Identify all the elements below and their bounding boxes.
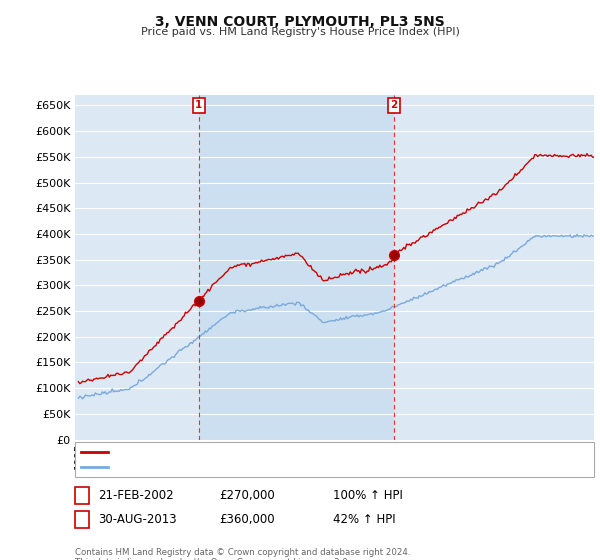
- Text: £270,000: £270,000: [219, 489, 275, 502]
- Text: 3, VENN COURT, PLYMOUTH, PL3 5NS (detached house): 3, VENN COURT, PLYMOUTH, PL3 5NS (detach…: [112, 447, 400, 457]
- Text: 2: 2: [391, 100, 398, 110]
- Text: Contains HM Land Registry data © Crown copyright and database right 2024.
This d: Contains HM Land Registry data © Crown c…: [75, 548, 410, 560]
- Text: 42% ↑ HPI: 42% ↑ HPI: [333, 512, 395, 526]
- Bar: [199, 95, 394, 440]
- Text: £360,000: £360,000: [219, 512, 275, 526]
- Text: 3, VENN COURT, PLYMOUTH, PL3 5NS: 3, VENN COURT, PLYMOUTH, PL3 5NS: [155, 15, 445, 29]
- Text: Price paid vs. HM Land Registry's House Price Index (HPI): Price paid vs. HM Land Registry's House …: [140, 27, 460, 37]
- Text: HPI: Average price, detached house, City of Plymouth: HPI: Average price, detached house, City…: [112, 463, 392, 473]
- Text: 21-FEB-2002: 21-FEB-2002: [98, 489, 173, 502]
- Text: 2: 2: [78, 514, 86, 524]
- Text: 1: 1: [195, 100, 203, 110]
- Text: 30-AUG-2013: 30-AUG-2013: [98, 512, 176, 526]
- Text: 100% ↑ HPI: 100% ↑ HPI: [333, 489, 403, 502]
- Text: 1: 1: [78, 491, 86, 501]
